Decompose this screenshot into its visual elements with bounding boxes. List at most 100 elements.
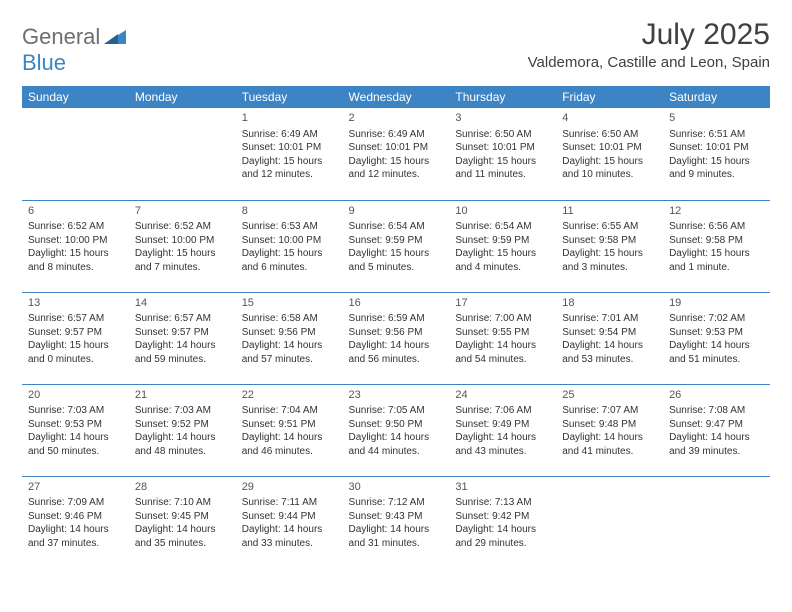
sunrise-line: Sunrise: 7:03 AM bbox=[28, 404, 123, 418]
calendar-cell: 19Sunrise: 7:02 AMSunset: 9:53 PMDayligh… bbox=[663, 292, 770, 384]
sunrise-line: Sunrise: 7:07 AM bbox=[562, 404, 657, 418]
daylight-line: Daylight: 14 hours and 51 minutes. bbox=[669, 339, 764, 366]
logo-part1: General bbox=[22, 24, 100, 49]
day-number: 25 bbox=[562, 388, 657, 403]
daylight-line: Daylight: 14 hours and 59 minutes. bbox=[135, 339, 230, 366]
day-number: 16 bbox=[349, 296, 444, 311]
sunrise-line: Sunrise: 6:49 AM bbox=[349, 128, 444, 142]
weekday-header: Saturday bbox=[663, 86, 770, 108]
daylight-line: Daylight: 15 hours and 3 minutes. bbox=[562, 247, 657, 274]
daylight-line: Daylight: 14 hours and 41 minutes. bbox=[562, 431, 657, 458]
sunset-line: Sunset: 10:00 PM bbox=[28, 234, 123, 248]
sunrise-line: Sunrise: 6:59 AM bbox=[349, 312, 444, 326]
calendar-cell: 26Sunrise: 7:08 AMSunset: 9:47 PMDayligh… bbox=[663, 384, 770, 476]
daylight-line: Daylight: 15 hours and 10 minutes. bbox=[562, 155, 657, 182]
calendar-cell: 22Sunrise: 7:04 AMSunset: 9:51 PMDayligh… bbox=[236, 384, 343, 476]
sunset-line: Sunset: 9:57 PM bbox=[28, 326, 123, 340]
calendar-cell-empty bbox=[129, 108, 236, 200]
day-number: 12 bbox=[669, 204, 764, 219]
sunrise-line: Sunrise: 7:09 AM bbox=[28, 496, 123, 510]
calendar-cell: 14Sunrise: 6:57 AMSunset: 9:57 PMDayligh… bbox=[129, 292, 236, 384]
day-number: 15 bbox=[242, 296, 337, 311]
header: General Blue July 2025 Valdemora, Castil… bbox=[22, 18, 770, 76]
sunset-line: Sunset: 9:43 PM bbox=[349, 510, 444, 524]
sunrise-line: Sunrise: 6:58 AM bbox=[242, 312, 337, 326]
sunrise-line: Sunrise: 7:10 AM bbox=[135, 496, 230, 510]
sunrise-line: Sunrise: 7:05 AM bbox=[349, 404, 444, 418]
calendar-cell: 5Sunrise: 6:51 AMSunset: 10:01 PMDayligh… bbox=[663, 108, 770, 200]
calendar-cell: 15Sunrise: 6:58 AMSunset: 9:56 PMDayligh… bbox=[236, 292, 343, 384]
daylight-line: Daylight: 14 hours and 33 minutes. bbox=[242, 523, 337, 550]
calendar-row: 27Sunrise: 7:09 AMSunset: 9:46 PMDayligh… bbox=[22, 476, 770, 568]
calendar-cell: 21Sunrise: 7:03 AMSunset: 9:52 PMDayligh… bbox=[129, 384, 236, 476]
sunset-line: Sunset: 9:50 PM bbox=[349, 418, 444, 432]
daylight-line: Daylight: 14 hours and 54 minutes. bbox=[455, 339, 550, 366]
daylight-line: Daylight: 15 hours and 12 minutes. bbox=[242, 155, 337, 182]
day-number: 18 bbox=[562, 296, 657, 311]
sunrise-line: Sunrise: 6:55 AM bbox=[562, 220, 657, 234]
calendar-cell-empty bbox=[22, 108, 129, 200]
sunset-line: Sunset: 9:54 PM bbox=[562, 326, 657, 340]
sunset-line: Sunset: 9:48 PM bbox=[562, 418, 657, 432]
logo: General Blue bbox=[22, 24, 126, 76]
sunrise-line: Sunrise: 6:53 AM bbox=[242, 220, 337, 234]
sunrise-line: Sunrise: 7:08 AM bbox=[669, 404, 764, 418]
day-number: 19 bbox=[669, 296, 764, 311]
day-number: 14 bbox=[135, 296, 230, 311]
location: Valdemora, Castille and Leon, Spain bbox=[528, 54, 770, 71]
calendar-head: SundayMondayTuesdayWednesdayThursdayFrid… bbox=[22, 86, 770, 108]
day-number: 24 bbox=[455, 388, 550, 403]
daylight-line: Daylight: 15 hours and 12 minutes. bbox=[349, 155, 444, 182]
daylight-line: Daylight: 15 hours and 1 minute. bbox=[669, 247, 764, 274]
calendar-cell: 31Sunrise: 7:13 AMSunset: 9:42 PMDayligh… bbox=[449, 476, 556, 568]
calendar-cell: 27Sunrise: 7:09 AMSunset: 9:46 PMDayligh… bbox=[22, 476, 129, 568]
sunset-line: Sunset: 10:01 PM bbox=[349, 141, 444, 155]
calendar-table: SundayMondayTuesdayWednesdayThursdayFrid… bbox=[22, 86, 770, 568]
sunset-line: Sunset: 9:57 PM bbox=[135, 326, 230, 340]
daylight-line: Daylight: 14 hours and 50 minutes. bbox=[28, 431, 123, 458]
daylight-line: Daylight: 14 hours and 39 minutes. bbox=[669, 431, 764, 458]
sunset-line: Sunset: 9:45 PM bbox=[135, 510, 230, 524]
day-number: 2 bbox=[349, 111, 444, 126]
month-title: July 2025 bbox=[528, 18, 770, 52]
day-number: 30 bbox=[349, 480, 444, 495]
sunset-line: Sunset: 9:58 PM bbox=[669, 234, 764, 248]
sunrise-line: Sunrise: 7:11 AM bbox=[242, 496, 337, 510]
sunset-line: Sunset: 9:55 PM bbox=[455, 326, 550, 340]
day-number: 22 bbox=[242, 388, 337, 403]
sunrise-line: Sunrise: 6:54 AM bbox=[455, 220, 550, 234]
calendar-cell: 20Sunrise: 7:03 AMSunset: 9:53 PMDayligh… bbox=[22, 384, 129, 476]
calendar-cell: 25Sunrise: 7:07 AMSunset: 9:48 PMDayligh… bbox=[556, 384, 663, 476]
calendar-cell: 10Sunrise: 6:54 AMSunset: 9:59 PMDayligh… bbox=[449, 200, 556, 292]
day-number: 31 bbox=[455, 480, 550, 495]
sunset-line: Sunset: 10:00 PM bbox=[135, 234, 230, 248]
sunset-line: Sunset: 9:58 PM bbox=[562, 234, 657, 248]
calendar-cell: 28Sunrise: 7:10 AMSunset: 9:45 PMDayligh… bbox=[129, 476, 236, 568]
daylight-line: Daylight: 14 hours and 29 minutes. bbox=[455, 523, 550, 550]
calendar-cell: 11Sunrise: 6:55 AMSunset: 9:58 PMDayligh… bbox=[556, 200, 663, 292]
sunrise-line: Sunrise: 6:57 AM bbox=[135, 312, 230, 326]
calendar-cell: 4Sunrise: 6:50 AMSunset: 10:01 PMDayligh… bbox=[556, 108, 663, 200]
sunrise-line: Sunrise: 6:56 AM bbox=[669, 220, 764, 234]
day-number: 23 bbox=[349, 388, 444, 403]
calendar-cell: 7Sunrise: 6:52 AMSunset: 10:00 PMDayligh… bbox=[129, 200, 236, 292]
daylight-line: Daylight: 14 hours and 43 minutes. bbox=[455, 431, 550, 458]
sunset-line: Sunset: 9:51 PM bbox=[242, 418, 337, 432]
calendar-cell: 8Sunrise: 6:53 AMSunset: 10:00 PMDayligh… bbox=[236, 200, 343, 292]
day-number: 29 bbox=[242, 480, 337, 495]
calendar-row: 6Sunrise: 6:52 AMSunset: 10:00 PMDayligh… bbox=[22, 200, 770, 292]
daylight-line: Daylight: 14 hours and 44 minutes. bbox=[349, 431, 444, 458]
calendar-cell: 13Sunrise: 6:57 AMSunset: 9:57 PMDayligh… bbox=[22, 292, 129, 384]
day-number: 9 bbox=[349, 204, 444, 219]
weekday-header: Wednesday bbox=[343, 86, 450, 108]
calendar-row: 20Sunrise: 7:03 AMSunset: 9:53 PMDayligh… bbox=[22, 384, 770, 476]
daylight-line: Daylight: 15 hours and 9 minutes. bbox=[669, 155, 764, 182]
calendar-cell: 1Sunrise: 6:49 AMSunset: 10:01 PMDayligh… bbox=[236, 108, 343, 200]
sunset-line: Sunset: 10:01 PM bbox=[455, 141, 550, 155]
sunset-line: Sunset: 10:00 PM bbox=[242, 234, 337, 248]
daylight-line: Daylight: 14 hours and 56 minutes. bbox=[349, 339, 444, 366]
sunrise-line: Sunrise: 6:50 AM bbox=[455, 128, 550, 142]
day-number: 28 bbox=[135, 480, 230, 495]
day-number: 21 bbox=[135, 388, 230, 403]
day-number: 27 bbox=[28, 480, 123, 495]
